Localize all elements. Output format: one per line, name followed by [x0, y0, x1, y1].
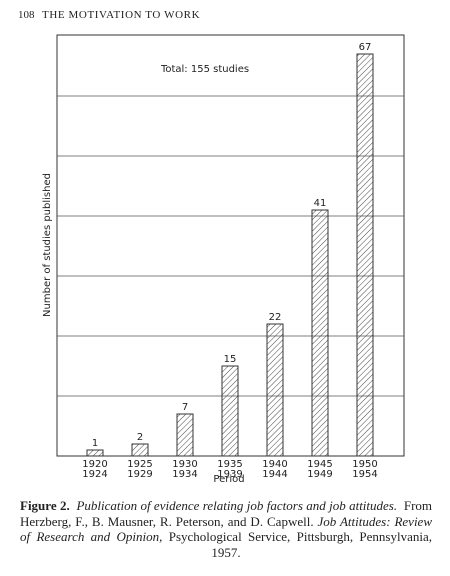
running-head: THE MOTIVATION TO WORK [42, 9, 200, 21]
x-tick-label: 1949 [307, 469, 332, 480]
x-tick-label: 1939 [217, 469, 242, 480]
x-tick-label: 1924 [82, 469, 107, 480]
bar [131, 443, 149, 457]
annotation: Total: 155 studies [160, 64, 249, 75]
caption: Figure 2. Publication of evidence relati… [20, 498, 432, 560]
x-tick-label: 1930 [172, 459, 197, 470]
x-tick-label: 1954 [352, 469, 377, 480]
x-tick-label: 1920 [82, 459, 107, 470]
x-tick-label: 1935 [217, 459, 242, 470]
bar [221, 365, 239, 457]
x-axis-label: Period [213, 474, 244, 485]
bar [356, 53, 374, 457]
x-tick-label: 1940 [262, 459, 287, 470]
caption-publisher: Psychological Service, Pittsburgh, Penns… [168, 529, 432, 560]
caption-book: Job Attitudes: Review of Research and Op… [20, 513, 432, 545]
caption-label: Figure 2. [20, 498, 70, 513]
caption-text: From Herzberg, F., B. Mausner, R. Peters… [20, 498, 433, 529]
value-label: 7 [182, 402, 188, 413]
page-number: 108 [18, 9, 35, 21]
x-tick-label: 1925 [127, 459, 152, 470]
value-label: 41 [314, 198, 327, 209]
chart: 108 THE MOTIVATION TO WORK Total: 155 st… [18, 9, 405, 485]
bar [311, 209, 329, 457]
bar [86, 449, 104, 457]
x-tick-label: 1950 [352, 459, 377, 470]
bar [266, 323, 284, 457]
x-tick-label: 1934 [172, 469, 197, 480]
caption-title: Publication of evidence relating job fac… [76, 498, 398, 513]
bar [176, 413, 194, 457]
x-tick-label: 1944 [262, 469, 287, 480]
value-label: 1 [92, 438, 98, 449]
x-tick-label: 1929 [127, 469, 152, 480]
x-tick-label: 1945 [307, 459, 332, 470]
value-label: 22 [269, 312, 282, 323]
y-axis-label: Number of studies published [42, 173, 53, 317]
value-label: 67 [359, 42, 372, 53]
value-label: 15 [224, 354, 237, 365]
value-label: 2 [137, 432, 143, 443]
